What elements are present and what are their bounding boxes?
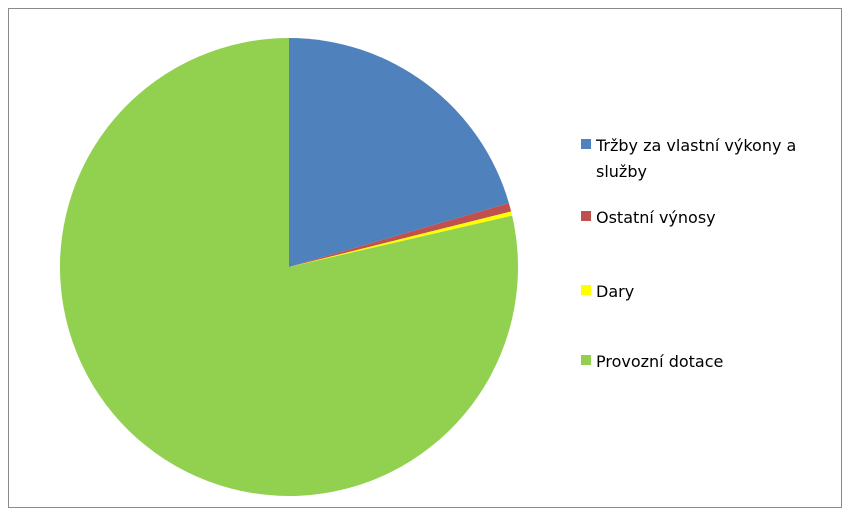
legend-swatch-trzby: [581, 139, 591, 149]
legend-swatch-dary: [581, 285, 591, 295]
legend-label-trzby: Tržby za vlastní výkony a služby: [596, 136, 797, 181]
legend-item-trzby: Tržby za vlastní výkony a služby: [581, 133, 836, 185]
legend-swatch-ostatni-vynosy: [581, 211, 591, 221]
pie-chart: [60, 37, 518, 496]
legend-swatch-provozni-dotace: [581, 355, 591, 365]
legend-label-provozni-dotace: Provozní dotace: [596, 352, 724, 371]
legend-label-dary: Dary: [596, 282, 635, 301]
legend-label-ostatni-vynosy: Ostatní výnosy: [596, 208, 716, 227]
pie-slice-ostatni-vynosy: [289, 203, 512, 267]
legend-item-provozni-dotace: Provozní dotace: [581, 349, 836, 375]
legend-item-dary: Dary: [581, 279, 836, 305]
pie-slice-provozni-dotace: [60, 37, 518, 496]
pie-slice-dary: [289, 211, 513, 267]
chart-area: Tržby za vlastní výkony a služby Ostatní…: [8, 8, 842, 508]
legend-item-ostatni-vynosy: Ostatní výnosy: [581, 205, 836, 231]
pie-slice-trzby: [289, 38, 509, 267]
